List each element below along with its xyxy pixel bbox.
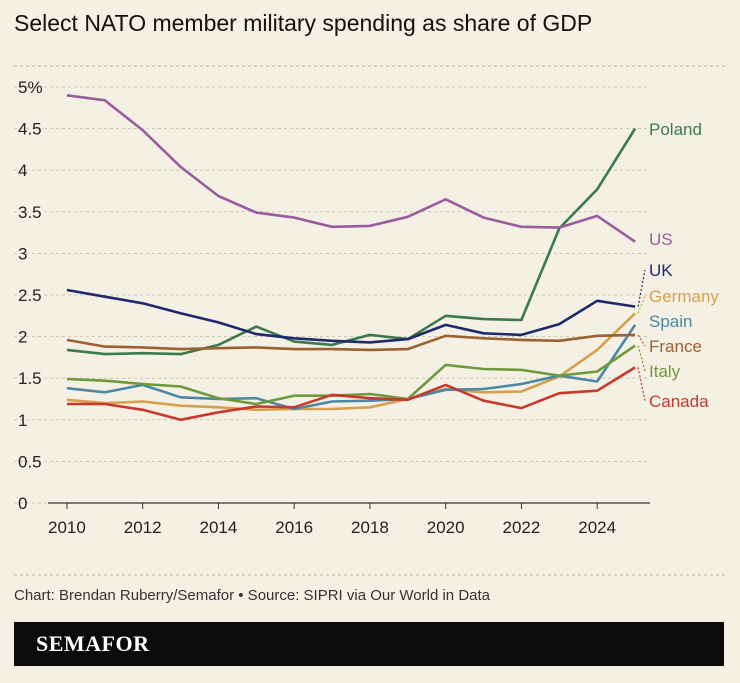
series-line: [66, 127, 637, 356]
series-label: Canada: [649, 392, 709, 411]
leader-line: [637, 269, 646, 307]
leader-line: [637, 345, 646, 372]
series-line: [66, 288, 636, 344]
series-line: [66, 344, 636, 406]
y-tick-label: 2: [18, 328, 27, 347]
x-tick-label: 2010: [48, 518, 86, 537]
series-line: [66, 312, 637, 412]
x-tick-label: 2020: [427, 518, 465, 537]
series-line: [66, 324, 637, 411]
y-tick-label: 2.5: [18, 286, 42, 305]
y-tick-label: 1.5: [18, 369, 42, 388]
leader-line: [637, 367, 646, 402]
y-tick-label: 3.5: [18, 203, 42, 222]
y-tick-label: 5%: [18, 78, 43, 97]
y-tick-label: 3: [18, 244, 27, 263]
x-tick-label: 2022: [503, 518, 541, 537]
x-tick-label: 2024: [578, 518, 616, 537]
series-label: Spain: [649, 312, 692, 331]
x-tick-label: 2014: [200, 518, 238, 537]
brand-logo: SEMAFOR: [36, 631, 150, 656]
source-note: Chart: Brendan Ruberry/Semafor • Source:…: [14, 587, 491, 604]
series-label: France: [649, 337, 702, 356]
series-line: [66, 333, 636, 352]
y-tick-label: 4: [18, 161, 27, 180]
brand-bar: SEMAFOR: [14, 622, 724, 666]
x-tick-label: 2016: [275, 518, 313, 537]
y-tick-label: 0.5: [18, 452, 42, 471]
y-tick-label: 0: [18, 494, 27, 513]
series-label: US: [649, 230, 673, 249]
series-label: UK: [649, 261, 673, 280]
series-line: [66, 94, 636, 243]
series-label: Poland: [649, 120, 702, 139]
x-tick-label: 2018: [351, 518, 389, 537]
x-tick-label: 2012: [124, 518, 162, 537]
series-label: Germany: [649, 287, 719, 306]
series-line: [66, 366, 636, 422]
leader-line: [637, 334, 646, 347]
y-tick-label: 1: [18, 411, 27, 430]
series-label: Italy: [649, 362, 681, 381]
chart: 0 0.5 1 1.5 2 2.5 3 3.5 4 4.5 5% 2010 2012 2014 2016 20…: [14, 65, 726, 576]
y-tick-label: 4.5: [18, 120, 42, 139]
chart-title: Select NATO member military spending as …: [14, 10, 593, 36]
leader-line: [637, 295, 646, 314]
